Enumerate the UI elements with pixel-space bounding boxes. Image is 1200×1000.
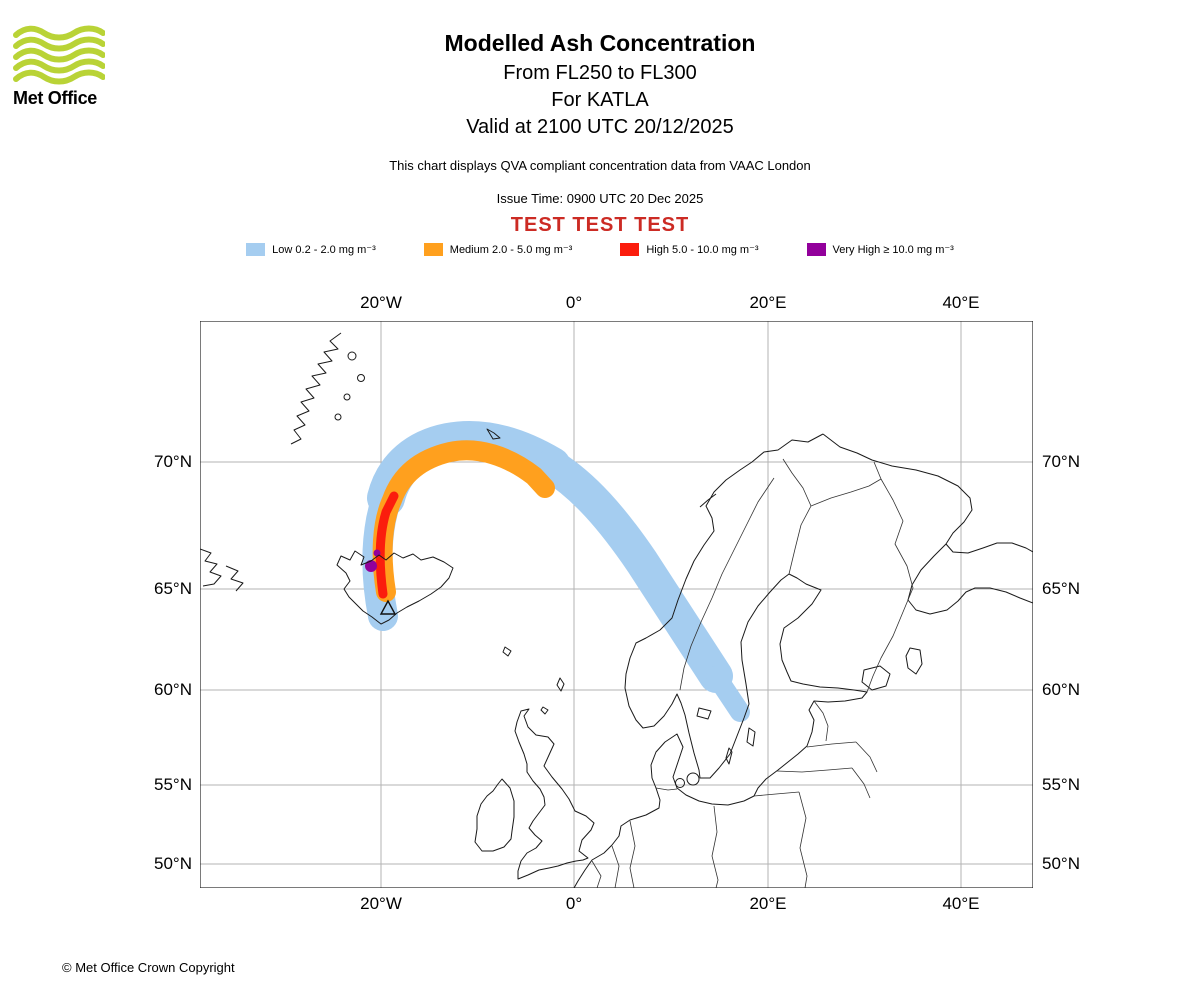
map-frame: [200, 321, 1033, 888]
ash-plume-medium: [372, 440, 555, 602]
legend-label-very-high: Very High ≥ 10.0 mg m⁻³: [832, 244, 954, 256]
y-axis-label-right-55n: 55°N: [1042, 775, 1080, 794]
country-borders: [591, 458, 914, 888]
y-axis-label-left-65n: 65°N: [154, 579, 192, 598]
y-axis-label-right-65n: 65°N: [1042, 579, 1080, 598]
island-oland: [725, 747, 733, 765]
coast-greenland: [290, 332, 342, 445]
title-flight-levels: From FL250 to FL300: [503, 62, 697, 84]
coastlines: [200, 332, 1033, 888]
lake-ladoga: [861, 665, 891, 691]
legend-swatch-very-high: [806, 243, 826, 256]
x-axis-label-bottom-0: 0°: [565, 894, 583, 913]
y-axis-label-right-70n: 70°N: [1042, 452, 1080, 471]
coast-lofoten: [699, 493, 717, 508]
volcano-marker-katla: [379, 599, 397, 615]
legend-swatch-high: [620, 243, 640, 256]
legend-label-low: Low 0.2 - 2.0 mg m⁻³: [272, 244, 376, 256]
map-svg: [200, 321, 1033, 888]
y-axis-label-right-60n: 60°N: [1042, 680, 1080, 699]
test-banner: TEST TEST TEST: [510, 214, 690, 236]
coast-orkney: [540, 706, 549, 715]
chart-description: This chart displays QVA compliant concen…: [389, 158, 811, 173]
title-valid-time: Valid at 2100 UTC 20/12/2025: [466, 116, 734, 138]
x-axis-label-bottom-20e: 20°E: [749, 894, 787, 913]
page-title: Modelled Ash Concentration: [444, 30, 756, 56]
legend-swatch-medium: [423, 243, 443, 256]
coast-ireland: [474, 778, 515, 852]
island-zealand: [686, 772, 700, 786]
y-axis-label-left-50n: 50°N: [154, 854, 192, 873]
coast-kola: [822, 433, 1033, 554]
x-axis-label-top-0: 0°: [565, 293, 583, 312]
met-office-logo: [13, 25, 105, 85]
issue-time: Issue Time: 0900 UTC 20 Dec 2025: [496, 191, 704, 206]
x-axis-label-top-20e: 20°E: [749, 293, 787, 312]
y-axis-label-right-50n: 50°N: [1042, 854, 1080, 873]
y-axis-label-left-55n: 55°N: [154, 775, 192, 794]
map-panel: [200, 321, 1033, 888]
x-axis-label-top-40e: 40°E: [942, 293, 980, 312]
y-axis-label-left-70n: 70°N: [154, 452, 192, 471]
x-axis-label-bottom-20w: 20°W: [360, 894, 402, 913]
legend-item-low: Low 0.2 - 2.0 mg m⁻³: [246, 243, 376, 256]
lake-onega: [905, 647, 923, 675]
coast-white-sea: [907, 543, 1033, 615]
coast-faroe: [502, 646, 512, 657]
legend-item-medium: Medium 2.0 - 5.0 mg m⁻³: [423, 243, 573, 256]
coast-great-britain: [514, 708, 595, 880]
logo-waves-icon: [13, 25, 105, 85]
map-gridlines: [200, 321, 1033, 888]
x-axis-label-top-20w: 20°W: [360, 293, 402, 312]
coast-iceland: [336, 550, 454, 625]
legend-swatch-low: [246, 243, 266, 256]
legend-label-high: High 5.0 - 10.0 mg m⁻³: [646, 244, 759, 256]
y-axis-label-left-60n: 60°N: [154, 680, 192, 699]
island-funen: [675, 778, 685, 788]
logo-brand-text: Met Office: [13, 88, 98, 108]
copyright-text: © Met Office Crown Copyright: [62, 960, 235, 975]
legend-label-medium: Medium 2.0 - 5.0 mg m⁻³: [449, 244, 573, 256]
ash-plume-high: [375, 491, 399, 599]
legend: Low 0.2 - 2.0 mg m⁻³ Medium 2.0 - 5.0 mg…: [0, 243, 1200, 256]
title-volcano: For KATLA: [551, 89, 649, 111]
legend-item-very-high: Very High ≥ 10.0 mg m⁻³: [806, 243, 954, 256]
coast-shetland: [556, 677, 565, 692]
legend-item-high: High 5.0 - 10.0 mg m⁻³: [620, 243, 759, 256]
ash-plume-low: [362, 421, 750, 722]
x-axis-label-bottom-40e: 40°E: [942, 894, 980, 913]
coast-scandinavia-europe: [573, 433, 868, 888]
coast-jan-mayen: [486, 428, 501, 440]
island-gotland: [746, 727, 756, 747]
lake-vanern: [696, 707, 712, 720]
